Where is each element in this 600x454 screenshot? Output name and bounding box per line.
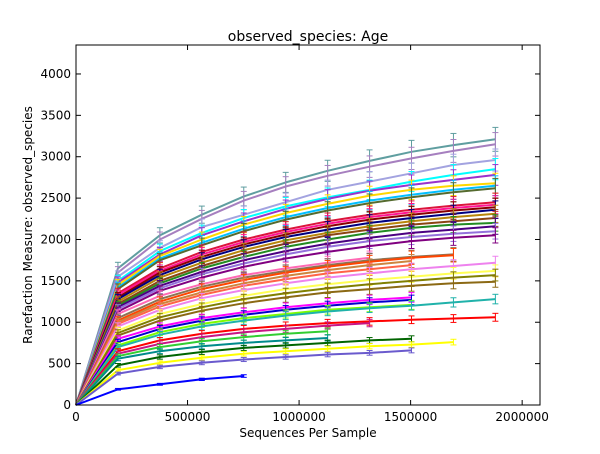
- error-bar: [366, 350, 373, 356]
- error-bar: [114, 356, 121, 362]
- error-bar: [408, 233, 415, 250]
- error-bar: [492, 312, 499, 322]
- error-bar: [408, 347, 415, 354]
- error-bar: [114, 362, 121, 368]
- error-bar: [282, 292, 289, 303]
- error-bar: [198, 322, 205, 331]
- error-bar: [324, 345, 331, 352]
- y-tick-label: 3500: [40, 108, 71, 122]
- x-tick-label: 0: [72, 410, 80, 424]
- error-bar: [366, 318, 373, 328]
- chart-title: observed_species: Age: [228, 29, 388, 45]
- series-38: [75, 347, 415, 406]
- error-bar: [198, 360, 205, 366]
- error-bar: [114, 387, 121, 391]
- error-bar: [408, 300, 415, 311]
- error-bar: [282, 330, 289, 338]
- y-tick-label: 2500: [40, 191, 71, 205]
- y-tick-label: 1000: [40, 315, 71, 329]
- y-axis-label: Rarefaction Measure: observed_species: [21, 106, 35, 344]
- error-bar: [450, 314, 457, 323]
- error-bar: [282, 342, 289, 349]
- series-layer: [75, 126, 499, 406]
- error-bar: [282, 311, 289, 321]
- error-bar: [408, 315, 415, 325]
- y-tick-label: 1500: [40, 274, 71, 288]
- error-bar: [240, 356, 247, 363]
- x-tick-label: 500000: [165, 410, 211, 424]
- y-tick-label: 2000: [40, 232, 71, 246]
- error-bar: [114, 371, 121, 376]
- series-27: [75, 275, 499, 406]
- error-bar: [156, 348, 163, 355]
- plot-frame: [75, 44, 541, 406]
- error-bar: [324, 286, 331, 299]
- error-bar: [156, 364, 163, 370]
- series-line-33: [75, 322, 370, 406]
- error-bar: [366, 303, 373, 314]
- error-bar: [198, 377, 205, 381]
- error-bar: [366, 343, 373, 350]
- error-bar: [282, 348, 289, 355]
- error-bar: [240, 344, 247, 351]
- series-line-37: [75, 341, 454, 406]
- error-bar: [492, 227, 499, 244]
- error-bar: [282, 354, 289, 360]
- x-tick-label: 1500000: [384, 410, 437, 424]
- series-line-20: [75, 253, 454, 406]
- error-bar: [198, 355, 205, 361]
- error-bar: [324, 306, 331, 317]
- y-tick-label: 500: [48, 357, 71, 371]
- error-bar: [240, 316, 247, 325]
- error-bar: [492, 293, 499, 305]
- error-bar: [324, 351, 331, 358]
- x-tick-label: 2000000: [495, 410, 548, 424]
- error-bar: [450, 277, 457, 290]
- series-37: [75, 338, 457, 406]
- series-31: [75, 293, 499, 406]
- y-tick-label: 3000: [40, 150, 71, 164]
- error-bar: [450, 297, 457, 308]
- error-bar: [450, 338, 457, 346]
- x-axis-label: Sequences Per Sample: [239, 426, 376, 440]
- error-bar: [366, 283, 373, 295]
- error-bar: [408, 341, 415, 348]
- error-bar: [408, 279, 415, 292]
- error-bar: [156, 382, 163, 386]
- error-bar: [240, 350, 247, 357]
- error-bar: [156, 360, 163, 366]
- y-tick-label: 0: [63, 398, 71, 412]
- series-39: [75, 374, 247, 406]
- series-line-19: [75, 256, 370, 406]
- x-tick-label: 1000000: [272, 410, 325, 424]
- y-tick-label: 4000: [40, 67, 71, 81]
- error-bar: [198, 343, 205, 350]
- ticks-layer: 0 500000 1000000 1500000 2000000 0 500 1000 1500…: [40, 45, 549, 424]
- error-bar: [450, 229, 457, 246]
- error-bar: [492, 275, 499, 288]
- series-line-21: [75, 254, 454, 406]
- error-bar: [240, 374, 247, 378]
- error-bar: [156, 354, 163, 360]
- error-bar: [198, 349, 205, 355]
